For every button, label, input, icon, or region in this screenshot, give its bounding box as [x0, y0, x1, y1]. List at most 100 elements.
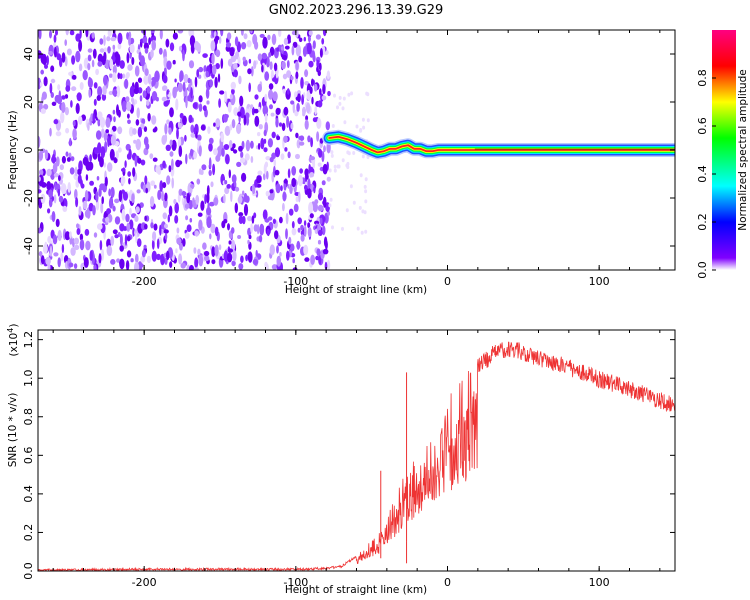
noise-blob: [333, 164, 337, 169]
noise-blob: [234, 202, 238, 214]
noise-blob: [103, 132, 108, 142]
noise-blob: [215, 49, 221, 58]
noise-blob: [231, 260, 236, 267]
noise-blob: [128, 148, 132, 160]
noise-blob: [268, 89, 274, 100]
noise-blob: [154, 126, 158, 132]
noise-blob: [38, 189, 42, 194]
noise-blob: [97, 86, 103, 97]
noise-blob: [266, 170, 269, 180]
noise-blob: [178, 122, 183, 129]
noise-blob: [272, 218, 276, 224]
noise-blob: [82, 200, 88, 210]
noise-blob: [108, 90, 113, 96]
noise-blob: [220, 58, 224, 69]
noise-blob: [73, 237, 79, 245]
noise-blob: [312, 40, 316, 49]
noise-blob: [114, 216, 121, 225]
noise-blob: [99, 48, 105, 53]
noise-blob: [202, 105, 207, 112]
noise-blob: [295, 153, 300, 160]
noise-blob: [195, 194, 200, 205]
noise-blob: [147, 73, 152, 85]
noise-blob: [126, 101, 132, 112]
noise-blob: [62, 205, 68, 212]
noise-blob: [346, 161, 350, 166]
spectrogram-noise-cloud: [38, 30, 370, 270]
noise-blob: [311, 78, 314, 87]
noise-blob: [314, 199, 319, 205]
noise-blob: [231, 88, 235, 95]
noise-blob: [298, 55, 303, 63]
noise-blob: [59, 57, 63, 68]
noise-blob: [215, 118, 221, 128]
noise-blob: [282, 88, 286, 94]
colorbar-tick-label: 0.4: [696, 165, 709, 183]
noise-blob: [253, 212, 257, 219]
noise-blob: [89, 154, 92, 163]
noise-blob: [126, 52, 130, 64]
noise-blob: [193, 267, 200, 270]
noise-blob: [297, 227, 301, 233]
snr-y-tick-label: 0.8: [22, 408, 35, 426]
noise-blob: [295, 71, 299, 79]
noise-blob: [84, 209, 89, 218]
noise-blob: [267, 34, 271, 41]
noise-blob: [112, 89, 118, 96]
noise-blob: [228, 140, 233, 149]
noise-blob: [101, 128, 105, 139]
noise-blob: [318, 62, 322, 71]
noise-blob: [291, 221, 295, 229]
snr-multiplier-close: ): [8, 324, 20, 328]
noise-blob: [97, 53, 103, 63]
noise-blob: [298, 191, 301, 203]
noise-blob: [204, 255, 210, 262]
noise-blob: [112, 64, 117, 75]
noise-blob: [110, 129, 114, 135]
noise-blob: [183, 73, 189, 84]
noise-blob: [258, 124, 263, 130]
noise-blob: [144, 175, 148, 185]
noise-blob: [179, 73, 183, 83]
noise-blob: [268, 52, 272, 58]
noise-blob: [366, 92, 370, 97]
noise-blob: [307, 222, 311, 229]
noise-blob: [49, 30, 52, 39]
noise-blob: [299, 168, 303, 174]
noise-blob: [197, 248, 201, 256]
noise-blob: [309, 172, 315, 178]
noise-blob: [223, 144, 230, 150]
noise-blob: [247, 251, 253, 263]
noise-blob: [128, 126, 134, 137]
noise-blob: [72, 120, 76, 127]
snr-multiplier: (x104): [6, 324, 20, 357]
noise-blob: [148, 37, 152, 45]
noise-blob: [92, 205, 96, 216]
noise-blob: [198, 66, 204, 73]
noise-blob: [283, 106, 289, 116]
noise-blob: [252, 259, 259, 265]
noise-blob: [256, 175, 261, 184]
noise-blob: [296, 240, 301, 250]
noise-blob: [323, 145, 326, 153]
noise-blob: [65, 85, 71, 92]
noise-blob: [227, 248, 234, 253]
noise-blob: [291, 166, 297, 176]
noise-blob: [135, 138, 142, 151]
noise-blob: [136, 238, 142, 248]
noise-blob: [82, 70, 88, 81]
noise-blob: [75, 50, 81, 63]
noise-blob: [162, 182, 167, 189]
noise-blob: [309, 156, 315, 161]
noise-blob: [316, 117, 322, 129]
noise-blob: [273, 165, 276, 178]
noise-blob: [143, 74, 149, 85]
noise-blob: [87, 62, 91, 71]
noise-blob: [290, 122, 294, 130]
noise-blob: [236, 123, 242, 135]
snr-y-tick-label: 1.0: [22, 369, 35, 387]
noise-blob: [164, 223, 168, 229]
noise-blob: [54, 182, 57, 191]
noise-blob: [188, 114, 193, 124]
noise-blob: [174, 202, 179, 214]
